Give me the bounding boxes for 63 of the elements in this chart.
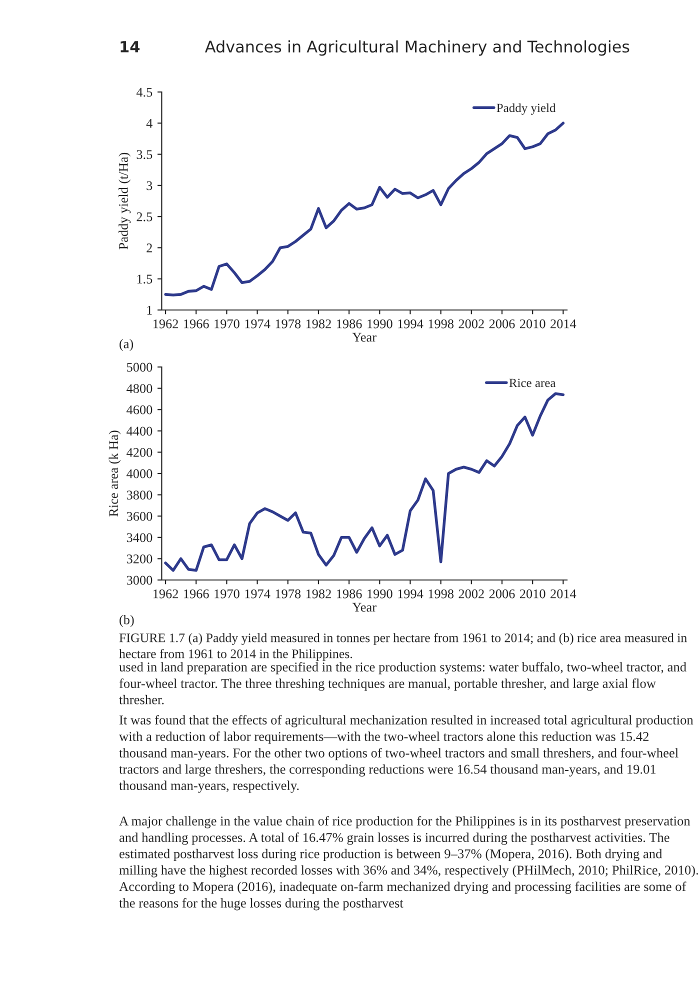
x-axis-title: Year <box>352 332 376 342</box>
text: 14 <box>120 41 140 52</box>
y-tick-label: 2 <box>146 244 152 252</box>
x-tick-label: 1974 <box>245 589 270 598</box>
legend-label: Rice area <box>509 378 556 388</box>
x-tick-label: 1978 <box>276 589 301 598</box>
y-tick-label: 4.5 <box>136 88 152 97</box>
y-tick-label: 3 <box>146 181 152 190</box>
y-tick-label: 3200 <box>126 554 152 564</box>
x-tick-label: 1970 <box>214 319 240 328</box>
x-tick-label: 2006 <box>489 319 515 328</box>
y-tick-label: 4200 <box>126 448 152 457</box>
x-tick-label: 1966 <box>184 319 209 328</box>
x-tick-label: 1962 <box>153 319 178 328</box>
caption: FIGURE 1.7 (a) Paddy yield measured in tonnes per hectare from 1961 to 2014; and (b) rice area measured in hectare from 1961 to 2014 in the Philippines. <box>119 633 687 661</box>
y-tick-label: 3400 <box>126 533 152 542</box>
text: (b) <box>120 615 134 627</box>
y-tick-label: 3.5 <box>136 150 152 160</box>
x-tick-label: 1962 <box>153 589 178 598</box>
text: It was found that the effects of agricultural mechanization resulted in increased total agricultural production with a reduction of labor requirements—with the two-wheel tractors alone this reduction was 15.42 thousand man-years. For the other two options of two-wheel tractors and small threshers, and four-wheel tractors and large threshers, the corresponding reductions were 16.54 thousand man-years, and 19.01 thousand man-years, respectively. <box>119 715 694 793</box>
x-tick-label: 1982 <box>306 589 331 598</box>
y-axis-title: Paddy yield (t/Ha) <box>118 152 131 250</box>
x-tick-label: 1998 <box>428 589 454 598</box>
x-tick-label: 2014 <box>550 589 576 598</box>
x-tick-label: 2010 <box>520 589 546 598</box>
y-axis-title: Rice area (k Ha) <box>108 430 121 517</box>
x-tick-label: 1978 <box>276 319 301 328</box>
line-series <box>164 122 565 296</box>
x-tick-label: 1994 <box>398 319 424 328</box>
y-tick-label: 4000 <box>126 469 152 478</box>
y-tick-label: 3800 <box>126 490 152 500</box>
x-tick-label: 1998 <box>428 319 454 328</box>
y-tick-label: 4400 <box>126 426 152 436</box>
y-tick-label: 5000 <box>127 362 152 372</box>
x-tick-label: 1966 <box>184 589 209 598</box>
line-series <box>164 392 565 572</box>
x-tick-label: 1990 <box>368 589 392 598</box>
text: A major challenge in the value chain of rice production for the Philippines is in its postharvest preservation and handling processes. A total of 16.47% grain losses is incurred during the postharvest activities. The estimated postharvest loss during rice production is between 9–37% (Mopera, 2016). Both drying and milling have the highest recorded losses with 36% and 34%, respectively (PHilMech, 2010; PhilRice, 2010). According to Mopera (2016), inadequate on-farm mechanized drying and processing facilities are some of the reasons for the huge losses during the postharvest <box>119 816 698 910</box>
y-tick-label: 3000 <box>126 576 152 585</box>
y-tick-label: 1 <box>147 306 152 315</box>
y-tick-label: 1.5 <box>137 274 152 284</box>
x-tick-label: 2002 <box>458 319 484 328</box>
text: Advances in Agricultural Machinery and Technologies <box>204 40 630 56</box>
x-tick-label: 1990 <box>368 319 392 328</box>
x-axis-title: Year <box>352 602 376 612</box>
y-tick-label: 4800 <box>126 384 152 394</box>
x-tick-label: 2002 <box>458 589 484 598</box>
x-tick-label: 1974 <box>245 319 270 328</box>
x-tick-label: 2014 <box>550 319 576 328</box>
x-tick-label: 1994 <box>398 589 424 598</box>
y-tick-label: 4600 <box>126 405 152 414</box>
x-tick-label: 2010 <box>520 319 546 328</box>
text: used in land preparation are specified in the rice production systems: water buffalo, two-wheel tractor, and four-wheel tractor. The three threshing techniques are manual, portable thresher, and large axial flow thresher. <box>119 662 686 704</box>
x-tick-label: 2006 <box>489 589 515 598</box>
text: (a) <box>120 339 134 351</box>
x-tick-label: 1986 <box>337 319 362 328</box>
y-tick-label: 2.5 <box>136 212 152 222</box>
y-tick-label: 4 <box>146 119 152 128</box>
y-tick-label: 3600 <box>126 512 152 521</box>
x-tick-label: 1982 <box>306 319 331 328</box>
x-tick-label: 1986 <box>337 589 362 598</box>
legend-label: Paddy yield <box>496 103 556 115</box>
x-tick-label: 1970 <box>214 589 240 598</box>
